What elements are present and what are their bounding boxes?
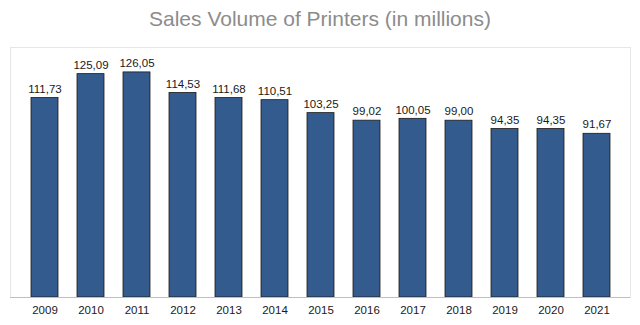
svg-text:100,05: 100,05 (395, 104, 430, 116)
svg-text:2010: 2010 (78, 304, 104, 316)
svg-text:2019: 2019 (492, 304, 518, 316)
svg-text:110,51: 110,51 (258, 85, 292, 97)
svg-text:2015: 2015 (308, 304, 334, 316)
svg-text:126,05: 126,05 (119, 57, 154, 69)
svg-text:2011: 2011 (125, 304, 150, 316)
svg-text:111,73: 111,73 (28, 83, 61, 95)
svg-text:91,67: 91,67 (583, 118, 612, 130)
svg-text:125,09: 125,09 (73, 59, 108, 71)
svg-text:2014: 2014 (262, 304, 288, 316)
svg-text:2016: 2016 (354, 304, 380, 316)
svg-text:94,35: 94,35 (491, 114, 520, 126)
svg-text:2013: 2013 (216, 304, 242, 316)
svg-text:94,35: 94,35 (537, 114, 566, 126)
svg-text:2017: 2017 (400, 304, 426, 316)
svg-text:2018: 2018 (446, 304, 472, 316)
svg-text:2021: 2021 (584, 304, 610, 316)
svg-text:2012: 2012 (170, 304, 196, 316)
svg-text:111,68: 111,68 (212, 83, 245, 95)
svg-text:99,02: 99,02 (353, 105, 382, 117)
svg-text:103,25: 103,25 (303, 98, 338, 110)
svg-text:2009: 2009 (32, 304, 58, 316)
svg-text:2020: 2020 (538, 304, 564, 316)
html-text:Sales Volume of Printers (in m: Sales Volume of Printers (in millions) (149, 7, 491, 30)
svg-text:99,00: 99,00 (445, 105, 474, 117)
svg-text:114,53: 114,53 (166, 78, 200, 90)
